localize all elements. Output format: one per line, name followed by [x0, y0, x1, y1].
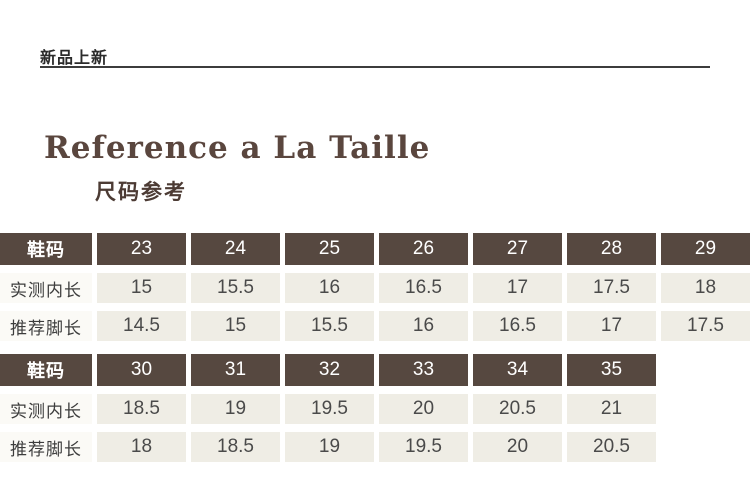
size-header-cell: 24 [191, 233, 280, 265]
foot-length-cell: 18 [97, 432, 186, 462]
size-header-cell: 25 [285, 233, 374, 265]
empty-cell [661, 432, 750, 462]
size-header-cell: 35 [567, 354, 656, 386]
foot-length-cell: 17 [567, 311, 656, 341]
foot-length-cell: 15.5 [285, 311, 374, 341]
foot-length-cell: 15 [191, 311, 280, 341]
inner-length-cell: 15.5 [191, 273, 280, 303]
inner-length-cell: 18.5 [97, 394, 186, 424]
foot-length-cell: 14.5 [97, 311, 186, 341]
banner-text: 新品上新 [40, 50, 109, 67]
inner-length-cell: 19 [191, 394, 280, 424]
size-row-header: 鞋码 [0, 354, 92, 386]
inner-length-cell: 17 [473, 273, 562, 303]
banner-underline [40, 66, 710, 68]
foot-length-row-label: 推荐脚长 [0, 432, 92, 462]
size-header-cell: 29 [661, 233, 750, 265]
foot-length-cell: 19.5 [379, 432, 468, 462]
size-header-cell: 26 [379, 233, 468, 265]
foot-length-cell: 16 [379, 311, 468, 341]
inner-length-cell: 21 [567, 394, 656, 424]
inner-length-cell: 17.5 [567, 273, 656, 303]
empty-cell [661, 394, 750, 424]
size-header-cell: 34 [473, 354, 562, 386]
inner-length-row-label: 实测内长 [0, 394, 92, 424]
size-header-cell: 28 [567, 233, 656, 265]
inner-length-cell: 18 [661, 273, 750, 303]
page-subtitle: 尺码参考 [95, 181, 187, 204]
foot-length-row-label: 推荐脚长 [0, 311, 92, 341]
foot-length-cell: 18.5 [191, 432, 280, 462]
inner-length-cell: 20 [379, 394, 468, 424]
size-table-section-2: 鞋码 30 31 32 33 34 35 实测内长 18.5 19 19.5 2… [0, 354, 750, 462]
foot-length-cell: 20 [473, 432, 562, 462]
foot-length-cell: 17.5 [661, 311, 750, 341]
empty-cell [661, 354, 750, 386]
size-header-cell: 27 [473, 233, 562, 265]
size-row-header: 鞋码 [0, 233, 92, 265]
inner-length-cell: 15 [97, 273, 186, 303]
inner-length-cell: 19.5 [285, 394, 374, 424]
foot-length-cell: 20.5 [567, 432, 656, 462]
inner-length-cell: 16.5 [379, 273, 468, 303]
foot-length-cell: 16.5 [473, 311, 562, 341]
inner-length-row-label: 实测内长 [0, 273, 92, 303]
size-header-cell: 31 [191, 354, 280, 386]
page-title: Reference a La Taille [44, 130, 431, 166]
size-table-section-1: 鞋码 23 24 25 26 27 28 29 实测内长 15 15.5 16 … [0, 233, 750, 341]
inner-length-cell: 16 [285, 273, 374, 303]
size-header-cell: 23 [97, 233, 186, 265]
size-header-cell: 32 [285, 354, 374, 386]
inner-length-cell: 20.5 [473, 394, 562, 424]
foot-length-cell: 19 [285, 432, 374, 462]
size-header-cell: 33 [379, 354, 468, 386]
size-table: 鞋码 23 24 25 26 27 28 29 实测内长 15 15.5 16 … [0, 233, 750, 462]
size-header-cell: 30 [97, 354, 186, 386]
